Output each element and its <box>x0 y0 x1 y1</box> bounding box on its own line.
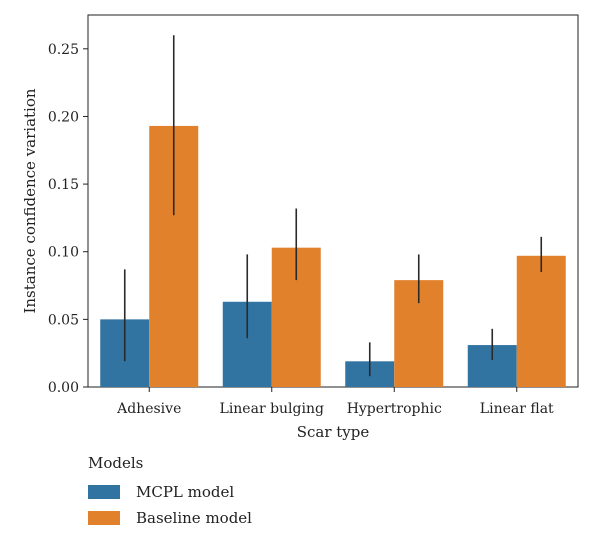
plot-frame <box>87 14 579 388</box>
bar-baseline-model-3 <box>516 255 566 387</box>
error-bars-layer <box>123 35 543 377</box>
legend-title: Models <box>88 454 144 472</box>
x-tick-label: Adhesive <box>116 401 181 417</box>
y-tick-label: 0.10 <box>48 245 79 261</box>
x-axis-label: Scar type <box>297 423 370 441</box>
x-tick-label: Linear bulging <box>220 401 324 417</box>
y-tick-label: 0.20 <box>48 109 79 125</box>
y-tick-label: 0.00 <box>48 380 79 396</box>
legend-item-baseline: Baseline model <box>88 506 252 530</box>
x-tick-label: Hypertrophic <box>347 401 442 417</box>
y-axis-label: Instance confidence variation <box>21 88 39 313</box>
legend-swatch-mcpl <box>88 485 120 499</box>
legend-label-mcpl: MCPL model <box>136 483 235 501</box>
y-tick-label: 0.25 <box>48 42 79 58</box>
x-axis-ticks: Adhesive Linear bulging Hypertrophic Linear… <box>116 387 554 417</box>
legend-item-mcpl: MCPL model <box>88 480 252 504</box>
bars-layer <box>100 125 566 387</box>
legend: Models MCPL model Baseline model <box>88 454 252 532</box>
legend-label-baseline: Baseline model <box>136 509 252 527</box>
y-tick-label: 0.05 <box>48 312 79 328</box>
y-tick-label: 0.15 <box>48 177 79 193</box>
x-tick-label: Linear flat <box>480 401 554 417</box>
y-axis-ticks: 0.00 0.05 0.10 0.15 0.20 0.25 <box>48 42 88 396</box>
bar-chart: 0.00 0.05 0.10 0.15 0.20 0.25 Adhesive Linear … <box>21 14 579 441</box>
legend-swatch-baseline <box>88 511 120 525</box>
